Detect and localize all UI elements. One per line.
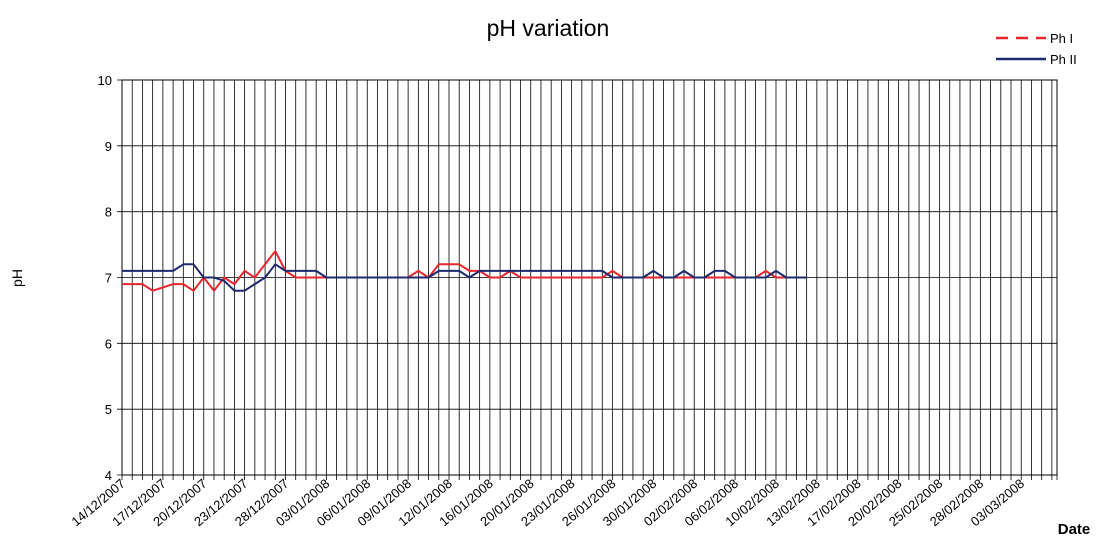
y-tick-label: 6 [105, 336, 112, 351]
data-line [122, 263, 807, 292]
y-axis-title: pH [9, 269, 25, 287]
y-tick-label: 10 [98, 73, 112, 88]
chart-title: pH variation [487, 15, 610, 41]
y-tick-label: 5 [105, 402, 112, 417]
y-tick-label: 8 [105, 205, 112, 220]
y-tick-label: 7 [105, 271, 112, 286]
x-axis-title: Date [1058, 521, 1091, 538]
y-tick-label: 4 [105, 468, 112, 483]
y-tick-label: 9 [105, 139, 112, 154]
plot-frame [121, 79, 1058, 476]
data-line [122, 250, 807, 292]
legend-label: Ph I [1050, 31, 1073, 46]
legend-label: Ph II [1050, 52, 1077, 67]
